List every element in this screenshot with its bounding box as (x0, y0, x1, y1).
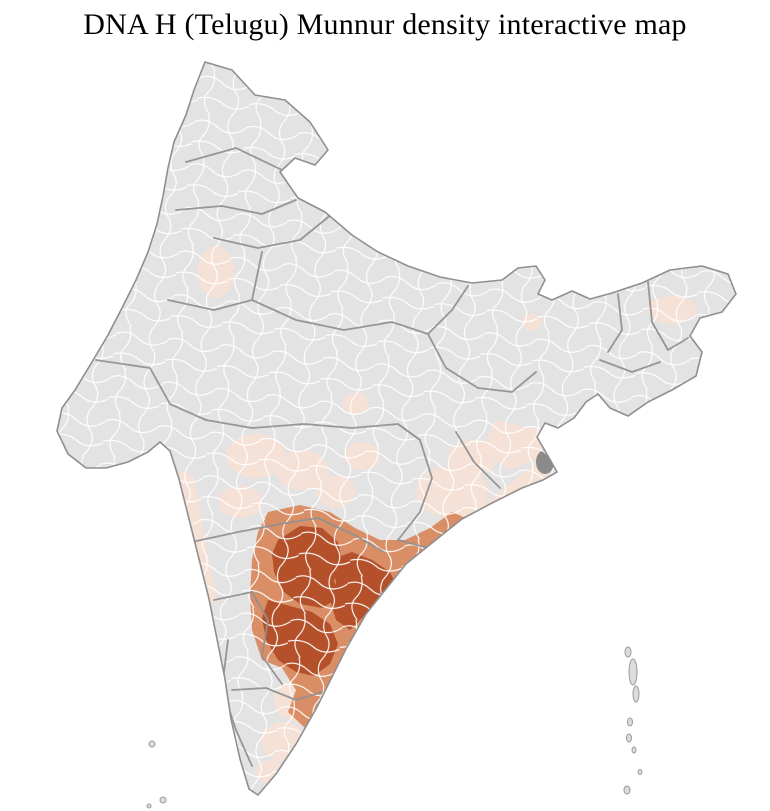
india-outline (56, 61, 737, 796)
page-title: DNA H (Telugu) Munnur density interactiv… (83, 8, 687, 41)
lakshadweep-islands[interactable] (146, 740, 167, 809)
andaman-islands[interactable] (623, 646, 643, 795)
